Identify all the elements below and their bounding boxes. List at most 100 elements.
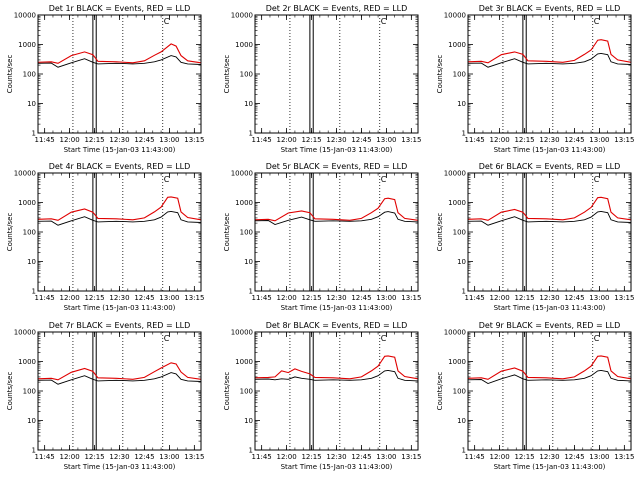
y-tick-label: 10 [27,100,36,108]
x-axis-label: Start Time (15-Jan-03 11:43:00) [281,146,393,154]
y-tick-label: 10000 [444,170,466,178]
x-axis-label: Start Time (15-Jan-03 11:43:00) [64,463,176,471]
lld-series-line [37,196,202,221]
detector-panel-5: Det 5r BLACK = Events, RED = LLD Counts/s… [223,162,421,312]
x-tick-label: 12:00 [277,136,297,144]
x-tick-label: 12:15 [301,136,321,144]
y-tick-label: 10 [244,258,253,266]
y-tick-label: 10 [457,417,466,425]
x-tick-label: 12:30 [109,294,129,302]
y-axis-label: Counts/sec [436,55,444,94]
x-tick-label: 12:45 [351,453,371,461]
x-axis-label: Start Time (15-Jan-03 11:43:00) [494,146,606,154]
x-tick-label: 12:00 [60,136,80,144]
y-tick-label: 10000 [231,12,253,20]
x-tick-label: 11:45 [35,294,55,302]
y-tick-label: 10000 [231,170,253,178]
x-tick-label: 11:45 [35,453,55,461]
y-tick-label: 1 [462,447,466,455]
y-tick-label: 1000 [235,199,253,207]
x-tick-label: 12:15 [514,453,534,461]
x-tick-label: 11:45 [252,136,272,144]
x-tick-label: 13:15 [401,294,421,302]
x-tick-label: 13:15 [614,294,634,302]
y-tick-label: 1000 [235,41,253,49]
x-tick-label: 11:45 [252,294,272,302]
panel-title: Det 4r BLACK = Events, RED = LLD [49,162,191,171]
y-tick-label: 100 [240,388,253,396]
y-axis-label: Counts/sec [223,372,231,411]
x-axis-label: Start Time (15-Jan-03 11:43:00) [64,146,176,154]
y-axis-label: Counts/sec [6,213,14,252]
plot-frame [37,172,202,292]
panel-title: Det 5r BLACK = Events, RED = LLD [266,162,408,171]
lld-series-line [467,196,632,221]
x-tick-label: 12:15 [84,136,104,144]
x-tick-label: 12:00 [60,453,80,461]
x-tick-label: 13:00 [159,453,179,461]
x-tick-label: 13:00 [159,294,179,302]
x-tick-label: 13:15 [184,136,204,144]
y-axis-label: Counts/sec [6,55,14,94]
y-tick-label: 10000 [14,170,36,178]
x-tick-label: 11:45 [465,453,485,461]
y-tick-label: 1000 [448,358,466,366]
y-axis-label: Counts/sec [223,55,231,94]
x-axis-label: Start Time (15-Jan-03 11:43:00) [494,304,606,312]
x-tick-label: 12:00 [490,136,510,144]
y-tick-label: 10 [457,100,466,108]
y-tick-label: 100 [240,71,253,79]
x-tick-label: 12:00 [277,294,297,302]
y-tick-label: 100 [453,388,466,396]
y-tick-label: 100 [23,71,36,79]
x-tick-label: 12:45 [351,294,371,302]
detector-panel-1: Det 1r BLACK = Events, RED = LLD Counts/s… [6,4,204,154]
detector-panel-2: Det 2r BLACK = Events, RED = LLD Counts/s… [223,4,421,154]
x-tick-label: 13:00 [589,136,609,144]
x-tick-label: 13:15 [614,136,634,144]
lld-series-line [37,43,202,64]
plot-frame [254,14,419,134]
detector-panel-6: Det 6r BLACK = Events, RED = LLD Counts/s… [436,162,634,312]
panel-title: Det 9r BLACK = Events, RED = LLD [479,321,621,330]
y-tick-label: 1 [32,447,36,455]
x-tick-label: 13:15 [184,294,204,302]
x-tick-label: 13:00 [589,453,609,461]
x-tick-label: 12:15 [84,294,104,302]
y-tick-label: 100 [453,71,466,79]
x-tick-label: 12:30 [326,136,346,144]
x-tick-label: 12:00 [490,294,510,302]
x-tick-label: 12:45 [134,136,154,144]
x-tick-label: 13:15 [184,453,204,461]
panel-title: Det 3r BLACK = Events, RED = LLD [479,4,621,13]
x-axis-label: Start Time (15-Jan-03 11:43:00) [281,463,393,471]
x-tick-label: 13:15 [401,453,421,461]
y-tick-label: 1 [32,130,36,138]
x-tick-label: 12:45 [351,136,371,144]
y-tick-label: 10 [244,100,253,108]
y-tick-label: 10000 [14,12,36,20]
plot-frame [37,14,202,134]
y-tick-label: 1 [462,288,466,296]
panel-title: Det 2r BLACK = Events, RED = LLD [266,4,408,13]
x-axis-label: Start Time (15-Jan-03 11:43:00) [281,304,393,312]
events-series-line [467,369,632,384]
y-tick-label: 10000 [444,329,466,337]
x-tick-label: 12:00 [60,294,80,302]
panel-title: Det 7r BLACK = Events, RED = LLD [49,321,191,330]
y-tick-label: 10 [244,417,253,425]
y-tick-label: 1000 [448,199,466,207]
x-tick-label: 12:45 [564,453,584,461]
y-axis-label: Counts/sec [436,213,444,252]
x-tick-label: 12:30 [326,453,346,461]
lld-series-line [467,355,632,380]
x-tick-label: 12:30 [326,294,346,302]
y-tick-label: 1000 [235,358,253,366]
y-tick-label: 1 [249,130,253,138]
attenuator-marker: C [164,175,170,184]
y-tick-label: 100 [453,229,466,237]
x-tick-label: 12:30 [109,136,129,144]
x-tick-label: 12:30 [539,136,559,144]
